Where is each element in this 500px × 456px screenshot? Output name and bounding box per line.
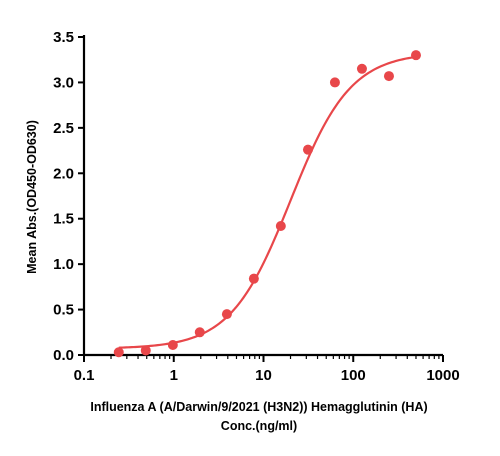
y-tick-label: 1.5: [53, 211, 74, 228]
y-tick-label: 3.0: [53, 74, 74, 91]
data-points: [113, 50, 421, 358]
data-point: [410, 50, 421, 61]
y-tick-label: 3.5: [53, 29, 74, 46]
y-tick-label: 0.5: [53, 302, 74, 319]
fit-curve: [118, 55, 417, 349]
x-tick-label: 100: [341, 367, 366, 384]
data-point: [167, 340, 178, 351]
data-point: [140, 345, 151, 356]
y-tick-label: 1.0: [53, 256, 74, 273]
x-tick-label: 10: [255, 367, 272, 384]
x-tick-label: 1: [170, 367, 178, 384]
data-point: [248, 273, 259, 284]
data-point: [275, 220, 286, 231]
y-tick-label: 2.0: [53, 165, 74, 182]
y-tick-label: 2.5: [53, 120, 74, 137]
fit-curve-layer: [118, 55, 417, 349]
data-point: [356, 63, 367, 74]
data-point: [302, 144, 313, 155]
x-axis-title-line-2: Conc.(ng/ml): [221, 419, 297, 433]
x-tick-label: 0.1: [74, 367, 95, 384]
x-axis-title-line-1: Influenza A (A/Darwin/9/2021 (H3N2)) Hem…: [90, 400, 427, 414]
data-point: [329, 77, 340, 88]
x-tick-label: 1000: [426, 367, 459, 384]
ticks: 0.0 0.5 1.0 1.5 2.0 2.5 3.0 3.5 0.1 1 10 100 1000: [53, 29, 460, 384]
axes: [82, 35, 443, 357]
data-point: [194, 327, 205, 338]
data-point: [113, 347, 124, 358]
y-axis-title: Mean Abs.(OD450-OD630): [25, 120, 39, 274]
axis-titles: Mean Abs.(OD450-OD630) Influenza A (A/Da…: [25, 120, 428, 433]
data-point: [383, 71, 394, 82]
data-point: [221, 309, 232, 320]
y-tick-label: 0.0: [53, 347, 74, 364]
